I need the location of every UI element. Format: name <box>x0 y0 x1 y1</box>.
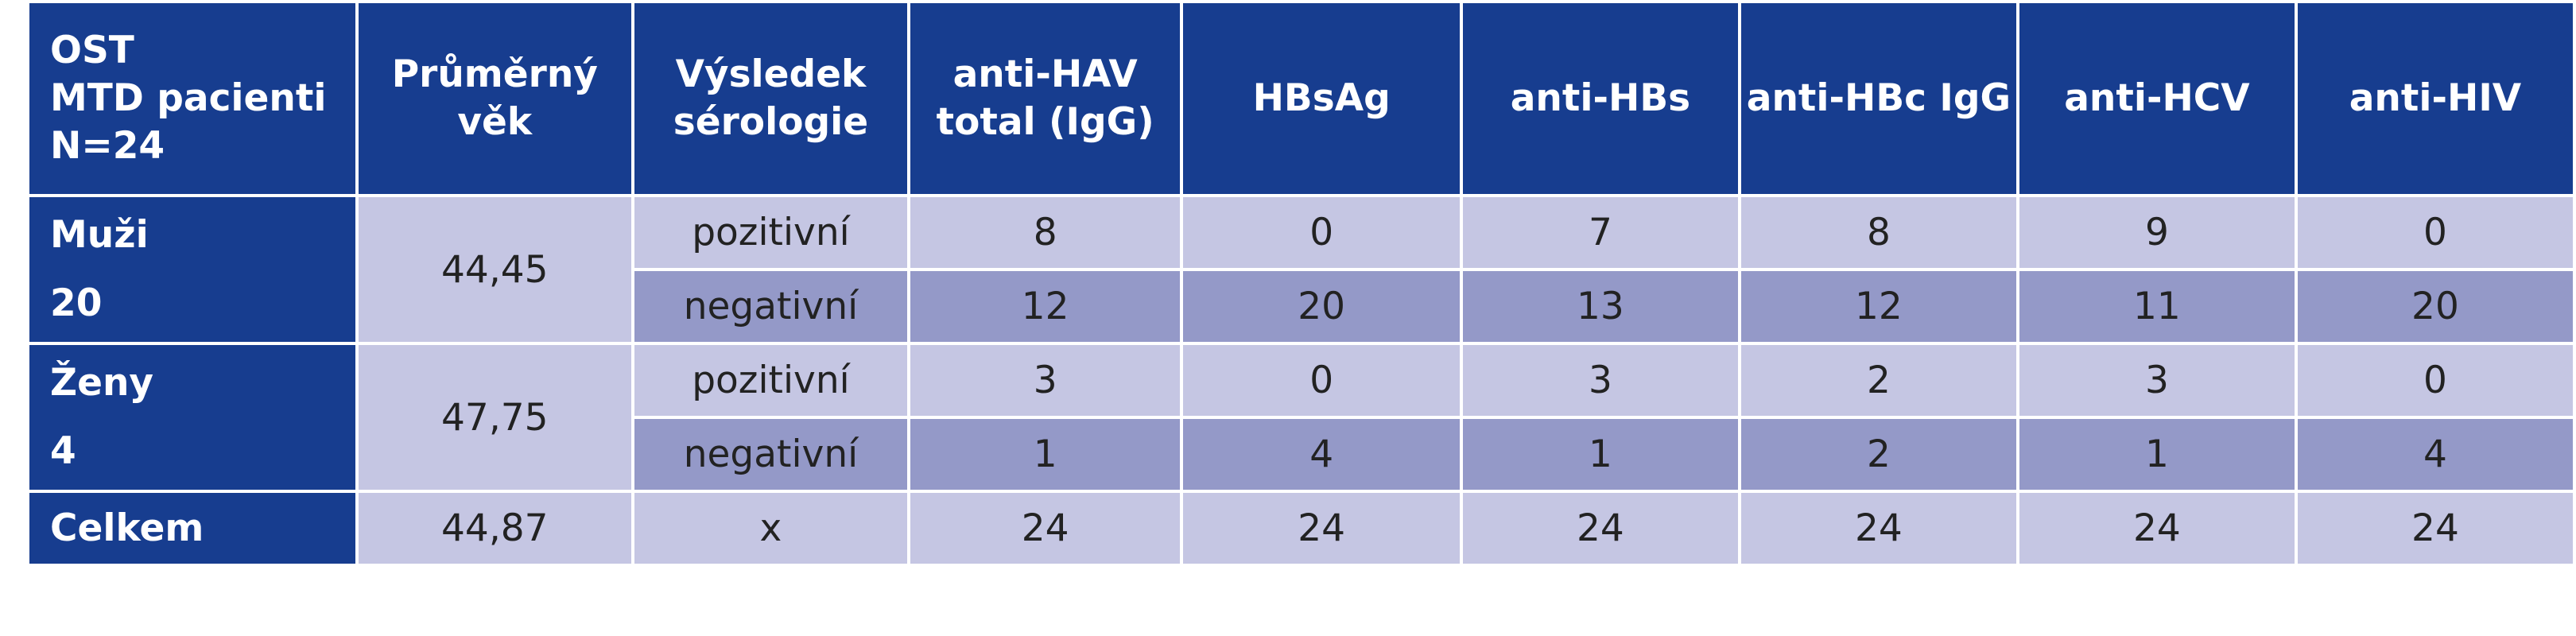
header-corner-line: MTD pacienti <box>50 76 327 120</box>
row-label-line: 20 <box>50 281 103 325</box>
table-row: Ženy 4 47,75 pozitivní 3 0 3 2 3 0 <box>29 345 2573 490</box>
header-col-line: total (IgG) <box>936 100 1154 144</box>
row-label-men: Muži 20 <box>29 197 355 342</box>
value-cell: 24 <box>2019 493 2295 564</box>
value-cell: 0 <box>1183 197 1460 268</box>
header-result-line: sérologie <box>673 100 869 144</box>
value-cell: 1 <box>910 419 1181 490</box>
table-row: negativní 12 20 13 12 11 20 <box>29 271 2573 342</box>
value-cell: 1 <box>2019 419 2295 490</box>
table-row: negativní 1 4 1 2 1 4 <box>29 419 2573 490</box>
value-cell: 24 <box>2297 493 2573 564</box>
serology-table-wrapper: OST MTD pacienti N=24 Průměrný věk Výsle… <box>26 0 2576 567</box>
header-age-line: Průměrný <box>391 52 598 96</box>
value-cell: 3 <box>2019 345 2295 416</box>
result-cell: x <box>634 493 907 564</box>
header-col-anti-hbc: anti-HBc IgG <box>1740 3 2016 194</box>
value-cell: 4 <box>2297 419 2573 490</box>
value-cell: 24 <box>1740 493 2016 564</box>
header-corner-line: OST <box>50 29 134 72</box>
value-cell: 12 <box>910 271 1181 342</box>
value-cell: 7 <box>1462 197 1738 268</box>
value-cell: 2 <box>1740 419 2016 490</box>
total-row: Celkem 44,87 x 24 24 24 24 24 24 <box>29 493 2573 564</box>
value-cell: 0 <box>2297 197 2573 268</box>
value-cell: 24 <box>1462 493 1738 564</box>
header-col-line: anti-HIV <box>2349 76 2522 120</box>
value-cell: 24 <box>1183 493 1460 564</box>
header-col-line: anti-HCV <box>2064 76 2250 120</box>
value-cell: 3 <box>910 345 1181 416</box>
age-cell: 47,75 <box>358 345 631 490</box>
header-col-anti-hav: anti-HAV total (IgG) <box>910 3 1181 194</box>
value-cell: 13 <box>1462 271 1738 342</box>
serology-table: OST MTD pacienti N=24 Průměrný věk Výsle… <box>26 0 2576 567</box>
header-row: OST MTD pacienti N=24 Průměrný věk Výsle… <box>29 3 2573 194</box>
header-col-line: anti-HAV <box>952 52 1138 96</box>
header-corner-line: N=24 <box>50 124 165 168</box>
header-col-hbsag: HBsAg <box>1183 3 1460 194</box>
value-cell: 4 <box>1183 419 1460 490</box>
header-col-anti-hiv: anti-HIV <box>2297 3 2573 194</box>
row-label-total: Celkem <box>29 493 355 564</box>
header-age-cell: Průměrný věk <box>358 3 631 194</box>
result-cell: pozitivní <box>634 345 907 416</box>
value-cell: 0 <box>2297 345 2573 416</box>
value-cell: 11 <box>2019 271 2295 342</box>
result-cell: negativní <box>634 271 907 342</box>
value-cell: 1 <box>1462 419 1738 490</box>
table-row: Muži 20 44,45 pozitivní 8 0 7 8 9 0 <box>29 197 2573 342</box>
header-col-line: anti-HBs <box>1510 76 1691 120</box>
row-label-line: 4 <box>50 429 76 473</box>
age-cell: 44,87 <box>358 493 631 564</box>
row-label-line: Muži <box>50 213 149 257</box>
value-cell: 3 <box>1462 345 1738 416</box>
result-cell: negativní <box>634 419 907 490</box>
value-cell: 12 <box>1740 271 2016 342</box>
header-col-anti-hbs: anti-HBs <box>1462 3 1738 194</box>
value-cell: 20 <box>2297 271 2573 342</box>
header-result-line: Výsledek <box>675 52 867 96</box>
value-cell: 24 <box>910 493 1181 564</box>
value-cell: 2 <box>1740 345 2016 416</box>
age-cell: 44,45 <box>358 197 631 342</box>
value-cell: 8 <box>910 197 1181 268</box>
header-col-line: anti-HBc IgG <box>1746 76 2012 120</box>
value-cell: 9 <box>2019 197 2295 268</box>
value-cell: 20 <box>1183 271 1460 342</box>
value-cell: 8 <box>1740 197 2016 268</box>
header-result-cell: Výsledek sérologie <box>634 3 907 194</box>
header-age-line: věk <box>457 100 533 144</box>
value-cell: 0 <box>1183 345 1460 416</box>
header-corner-cell: OST MTD pacienti N=24 <box>29 3 355 194</box>
result-cell: pozitivní <box>634 197 907 268</box>
row-label-women: Ženy 4 <box>29 345 355 490</box>
header-col-line: HBsAg <box>1252 76 1391 120</box>
header-col-anti-hcv: anti-HCV <box>2019 3 2295 194</box>
row-label-line: Ženy <box>50 361 154 405</box>
